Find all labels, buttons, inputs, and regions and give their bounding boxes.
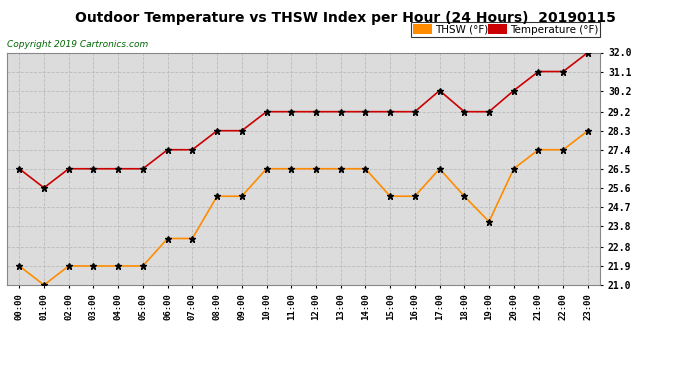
Legend: THSW (°F), Temperature (°F): THSW (°F), Temperature (°F) [411,22,600,37]
Text: Outdoor Temperature vs THSW Index per Hour (24 Hours)  20190115: Outdoor Temperature vs THSW Index per Ho… [75,11,615,25]
Text: Copyright 2019 Cartronics.com: Copyright 2019 Cartronics.com [7,40,148,49]
